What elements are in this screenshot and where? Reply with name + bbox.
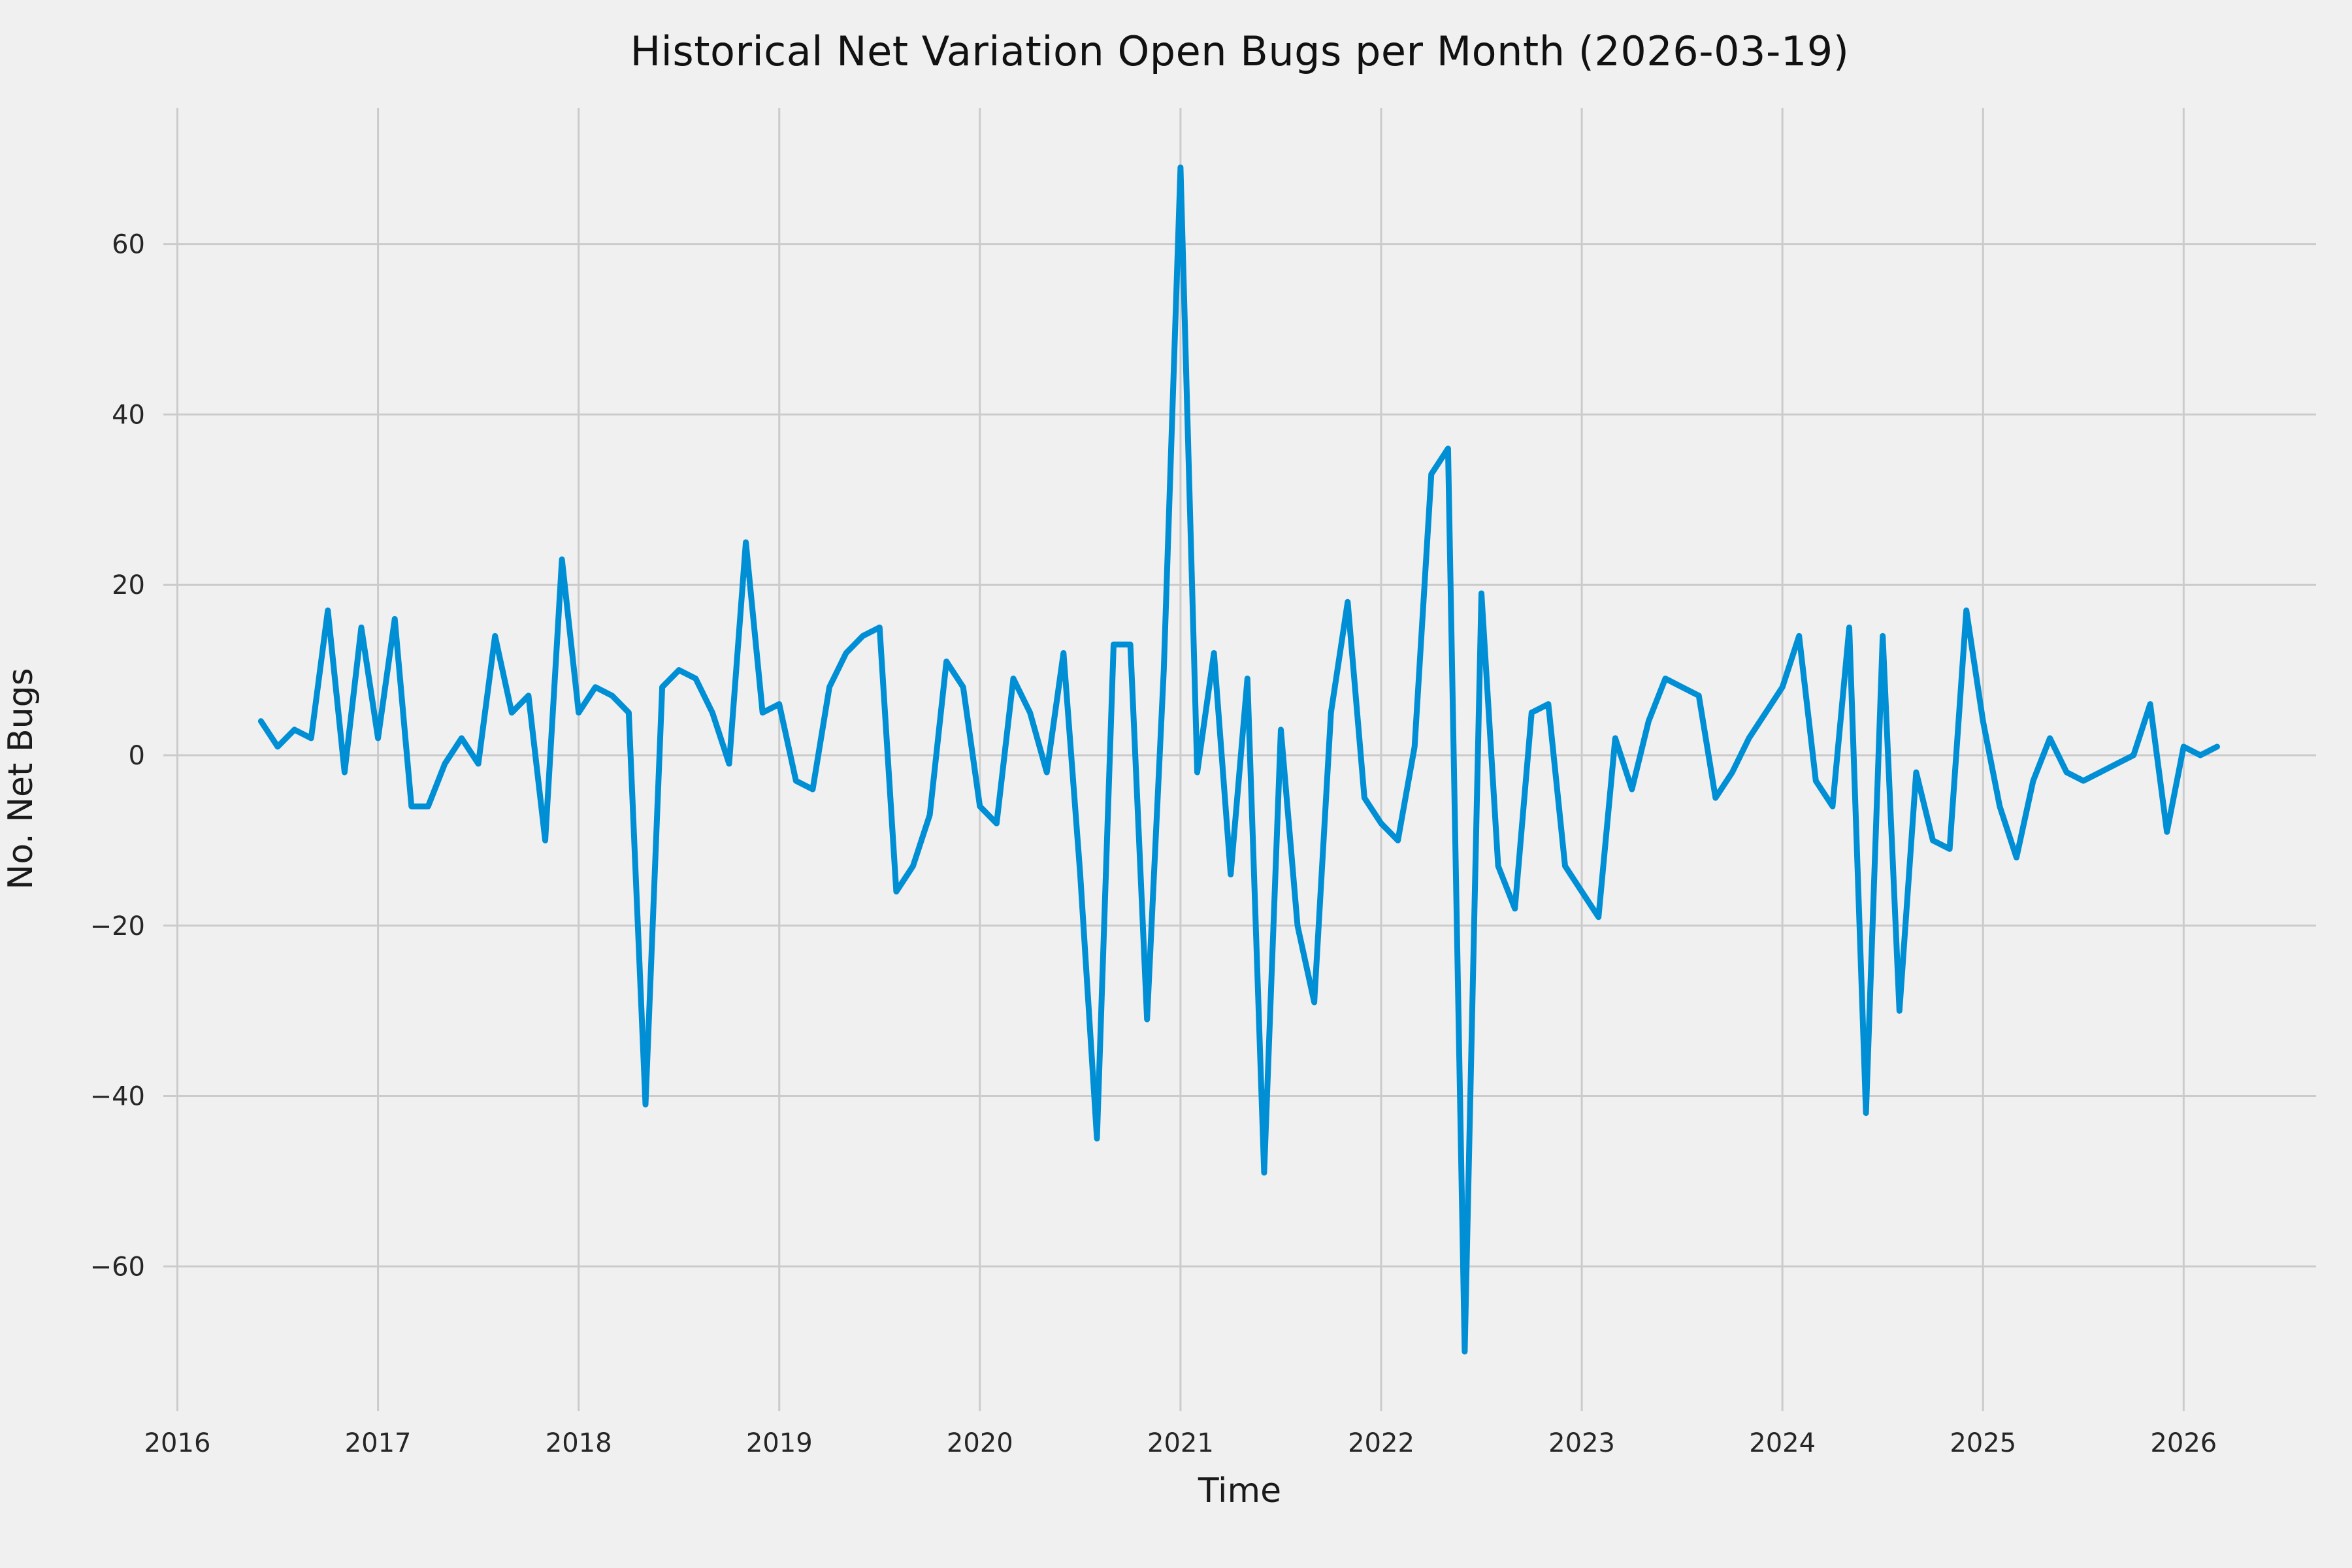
x-tick-label: 2024 bbox=[1749, 1428, 1816, 1458]
x-tick-label: 2026 bbox=[2150, 1428, 2217, 1458]
y-tick-label: −60 bbox=[90, 1252, 145, 1282]
x-tick-label: 2019 bbox=[746, 1428, 813, 1458]
y-tick-label: 60 bbox=[112, 230, 145, 260]
x-tick-label: 2021 bbox=[1147, 1428, 1214, 1458]
y-tick-label: 0 bbox=[129, 741, 145, 771]
x-tick-label: 2016 bbox=[144, 1428, 211, 1458]
x-tick-label: 2022 bbox=[1348, 1428, 1414, 1458]
x-tick-label: 2025 bbox=[1950, 1428, 2016, 1458]
x-tick-label: 2018 bbox=[546, 1428, 612, 1458]
x-axis-label: Time bbox=[1198, 1471, 1282, 1511]
x-tick-label: 2020 bbox=[947, 1428, 1013, 1458]
y-axis-label: No. Net Bugs bbox=[1, 668, 41, 890]
y-tick-label: 20 bbox=[112, 570, 145, 600]
y-tick-label: −40 bbox=[90, 1082, 145, 1112]
net-bugs-line-series bbox=[257, 164, 2220, 1355]
y-tick-label: −20 bbox=[90, 911, 145, 941]
chart-title: Historical Net Variation Open Bugs per M… bbox=[630, 27, 1850, 75]
y-tick-label: 40 bbox=[112, 400, 145, 430]
x-tick-label: 2017 bbox=[345, 1428, 412, 1458]
x-tick-label: 2023 bbox=[1548, 1428, 1615, 1458]
